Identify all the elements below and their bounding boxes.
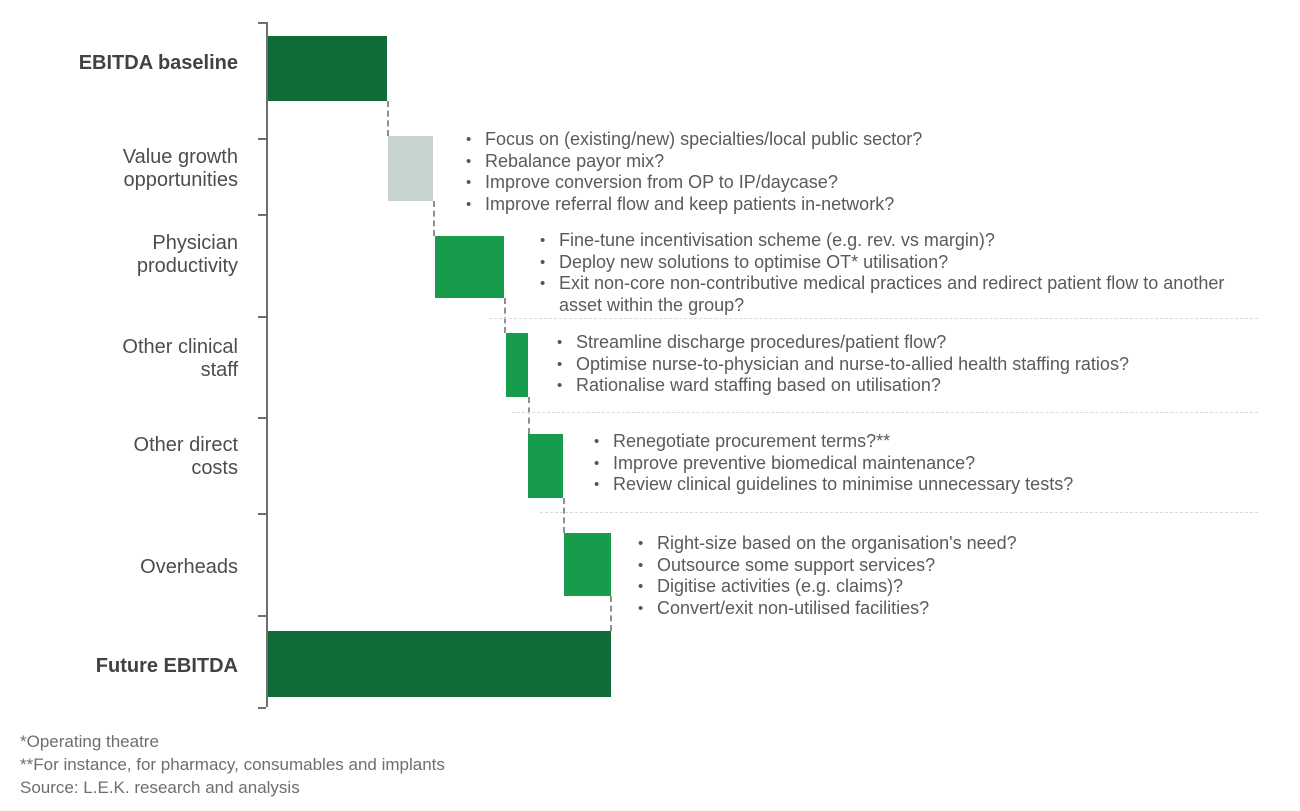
bar-physician-productivity bbox=[435, 236, 504, 298]
bar-future-ebitda bbox=[268, 631, 611, 697]
category-label-text: opportunities bbox=[123, 169, 238, 191]
axis-tick bbox=[258, 138, 266, 140]
category-label-overheads: Overheads bbox=[20, 556, 238, 579]
connector-dashed-line bbox=[528, 397, 530, 434]
axis-tick bbox=[258, 707, 266, 709]
bar-ebitda-baseline bbox=[268, 36, 387, 101]
bullets-value-growth-opportunities: Focus on (existing/new) specialties/loca… bbox=[462, 129, 1102, 215]
connector-dashed-line bbox=[387, 101, 389, 136]
category-label-text: staff bbox=[200, 359, 238, 381]
value-axis-line bbox=[266, 22, 268, 707]
bullet-item: Streamline discharge procedures/patient … bbox=[553, 332, 1233, 354]
category-label-physician-productivity: Physician productivity bbox=[20, 232, 238, 278]
bullet-item: Convert/exit non-utilised facilities? bbox=[634, 598, 1234, 620]
footnotes: *Operating theatre **For instance, for p… bbox=[20, 730, 445, 799]
bar-overheads bbox=[564, 533, 611, 596]
axis-tick bbox=[258, 316, 266, 318]
connector-dashed-line bbox=[433, 201, 435, 236]
category-label-text: Overheads bbox=[140, 556, 238, 578]
bullet-item: Rationalise ward staffing based on utili… bbox=[553, 375, 1233, 397]
category-label-text: productivity bbox=[136, 255, 238, 277]
category-label-text: costs bbox=[191, 457, 238, 479]
category-label-other-direct-costs: Other direct costs bbox=[20, 434, 238, 480]
bullet-item: Optimise nurse-to-physician and nurse-to… bbox=[553, 354, 1233, 376]
category-label-future-ebitda: Future EBITDA bbox=[20, 655, 238, 678]
bullet-item: Review clinical guidelines to minimise u… bbox=[590, 474, 1210, 496]
bullet-item: Improve conversion from OP to IP/daycase… bbox=[462, 172, 1102, 194]
category-label-ebitda-baseline: EBITDA baseline bbox=[20, 52, 238, 75]
category-label-text: EBITDA baseline bbox=[78, 52, 238, 74]
section-separator-line bbox=[489, 318, 1258, 319]
category-label-value-growth-opportunities: Value growth opportunities bbox=[20, 146, 238, 192]
axis-tick bbox=[258, 214, 266, 216]
category-label-text: Other direct bbox=[133, 434, 238, 456]
connector-dashed-line bbox=[504, 298, 506, 333]
connector-dashed-line bbox=[610, 596, 612, 631]
bullet-item: Exit non-core non-contributive medical p… bbox=[536, 273, 1236, 316]
category-label-other-clinical-staff: Other clinical staff bbox=[20, 336, 238, 382]
bullet-item: Rebalance payor mix? bbox=[462, 151, 1102, 173]
bar-other-clinical-staff bbox=[506, 333, 528, 397]
bullet-item: Digitise activities (e.g. claims)? bbox=[634, 576, 1234, 598]
axis-tick bbox=[258, 417, 266, 419]
axis-tick bbox=[258, 513, 266, 515]
bullets-other-clinical-staff: Streamline discharge procedures/patient … bbox=[553, 332, 1233, 397]
bullets-overheads: Right-size based on the organisation's n… bbox=[634, 533, 1234, 619]
bullet-item: Fine-tune incentivisation scheme (e.g. r… bbox=[536, 230, 1236, 252]
footnote-pharmacy-consumables: **For instance, for pharmacy, consumable… bbox=[20, 755, 445, 774]
footnote-source: Source: L.E.K. research and analysis bbox=[20, 778, 300, 797]
category-label-text: Other clinical bbox=[122, 336, 238, 358]
axis-tick bbox=[258, 22, 266, 24]
category-label-text: Value growth bbox=[122, 146, 238, 168]
connector-dashed-line bbox=[563, 498, 565, 533]
bullet-item: Right-size based on the organisation's n… bbox=[634, 533, 1234, 555]
axis-tick bbox=[258, 615, 266, 617]
section-separator-line bbox=[512, 412, 1258, 413]
bullet-item: Improve referral flow and keep patients … bbox=[462, 194, 1102, 216]
bullet-item: Focus on (existing/new) specialties/loca… bbox=[462, 129, 1102, 151]
bullets-physician-productivity: Fine-tune incentivisation scheme (e.g. r… bbox=[536, 230, 1236, 316]
bullets-other-direct-costs: Renegotiate procurement terms?** Improve… bbox=[590, 431, 1210, 496]
bar-other-direct-costs bbox=[528, 434, 563, 498]
section-separator-line bbox=[540, 512, 1258, 513]
footnote-operating-theatre: *Operating theatre bbox=[20, 732, 159, 751]
category-label-text: Physician bbox=[152, 232, 238, 254]
bullet-item: Improve preventive biomedical maintenanc… bbox=[590, 453, 1210, 475]
bullet-item: Renegotiate procurement terms?** bbox=[590, 431, 1210, 453]
bar-value-growth-opportunities bbox=[388, 136, 433, 201]
bullet-item: Outsource some support services? bbox=[634, 555, 1234, 577]
category-label-text: Future EBITDA bbox=[95, 655, 238, 677]
bullet-item: Deploy new solutions to optimise OT* uti… bbox=[536, 252, 1236, 274]
